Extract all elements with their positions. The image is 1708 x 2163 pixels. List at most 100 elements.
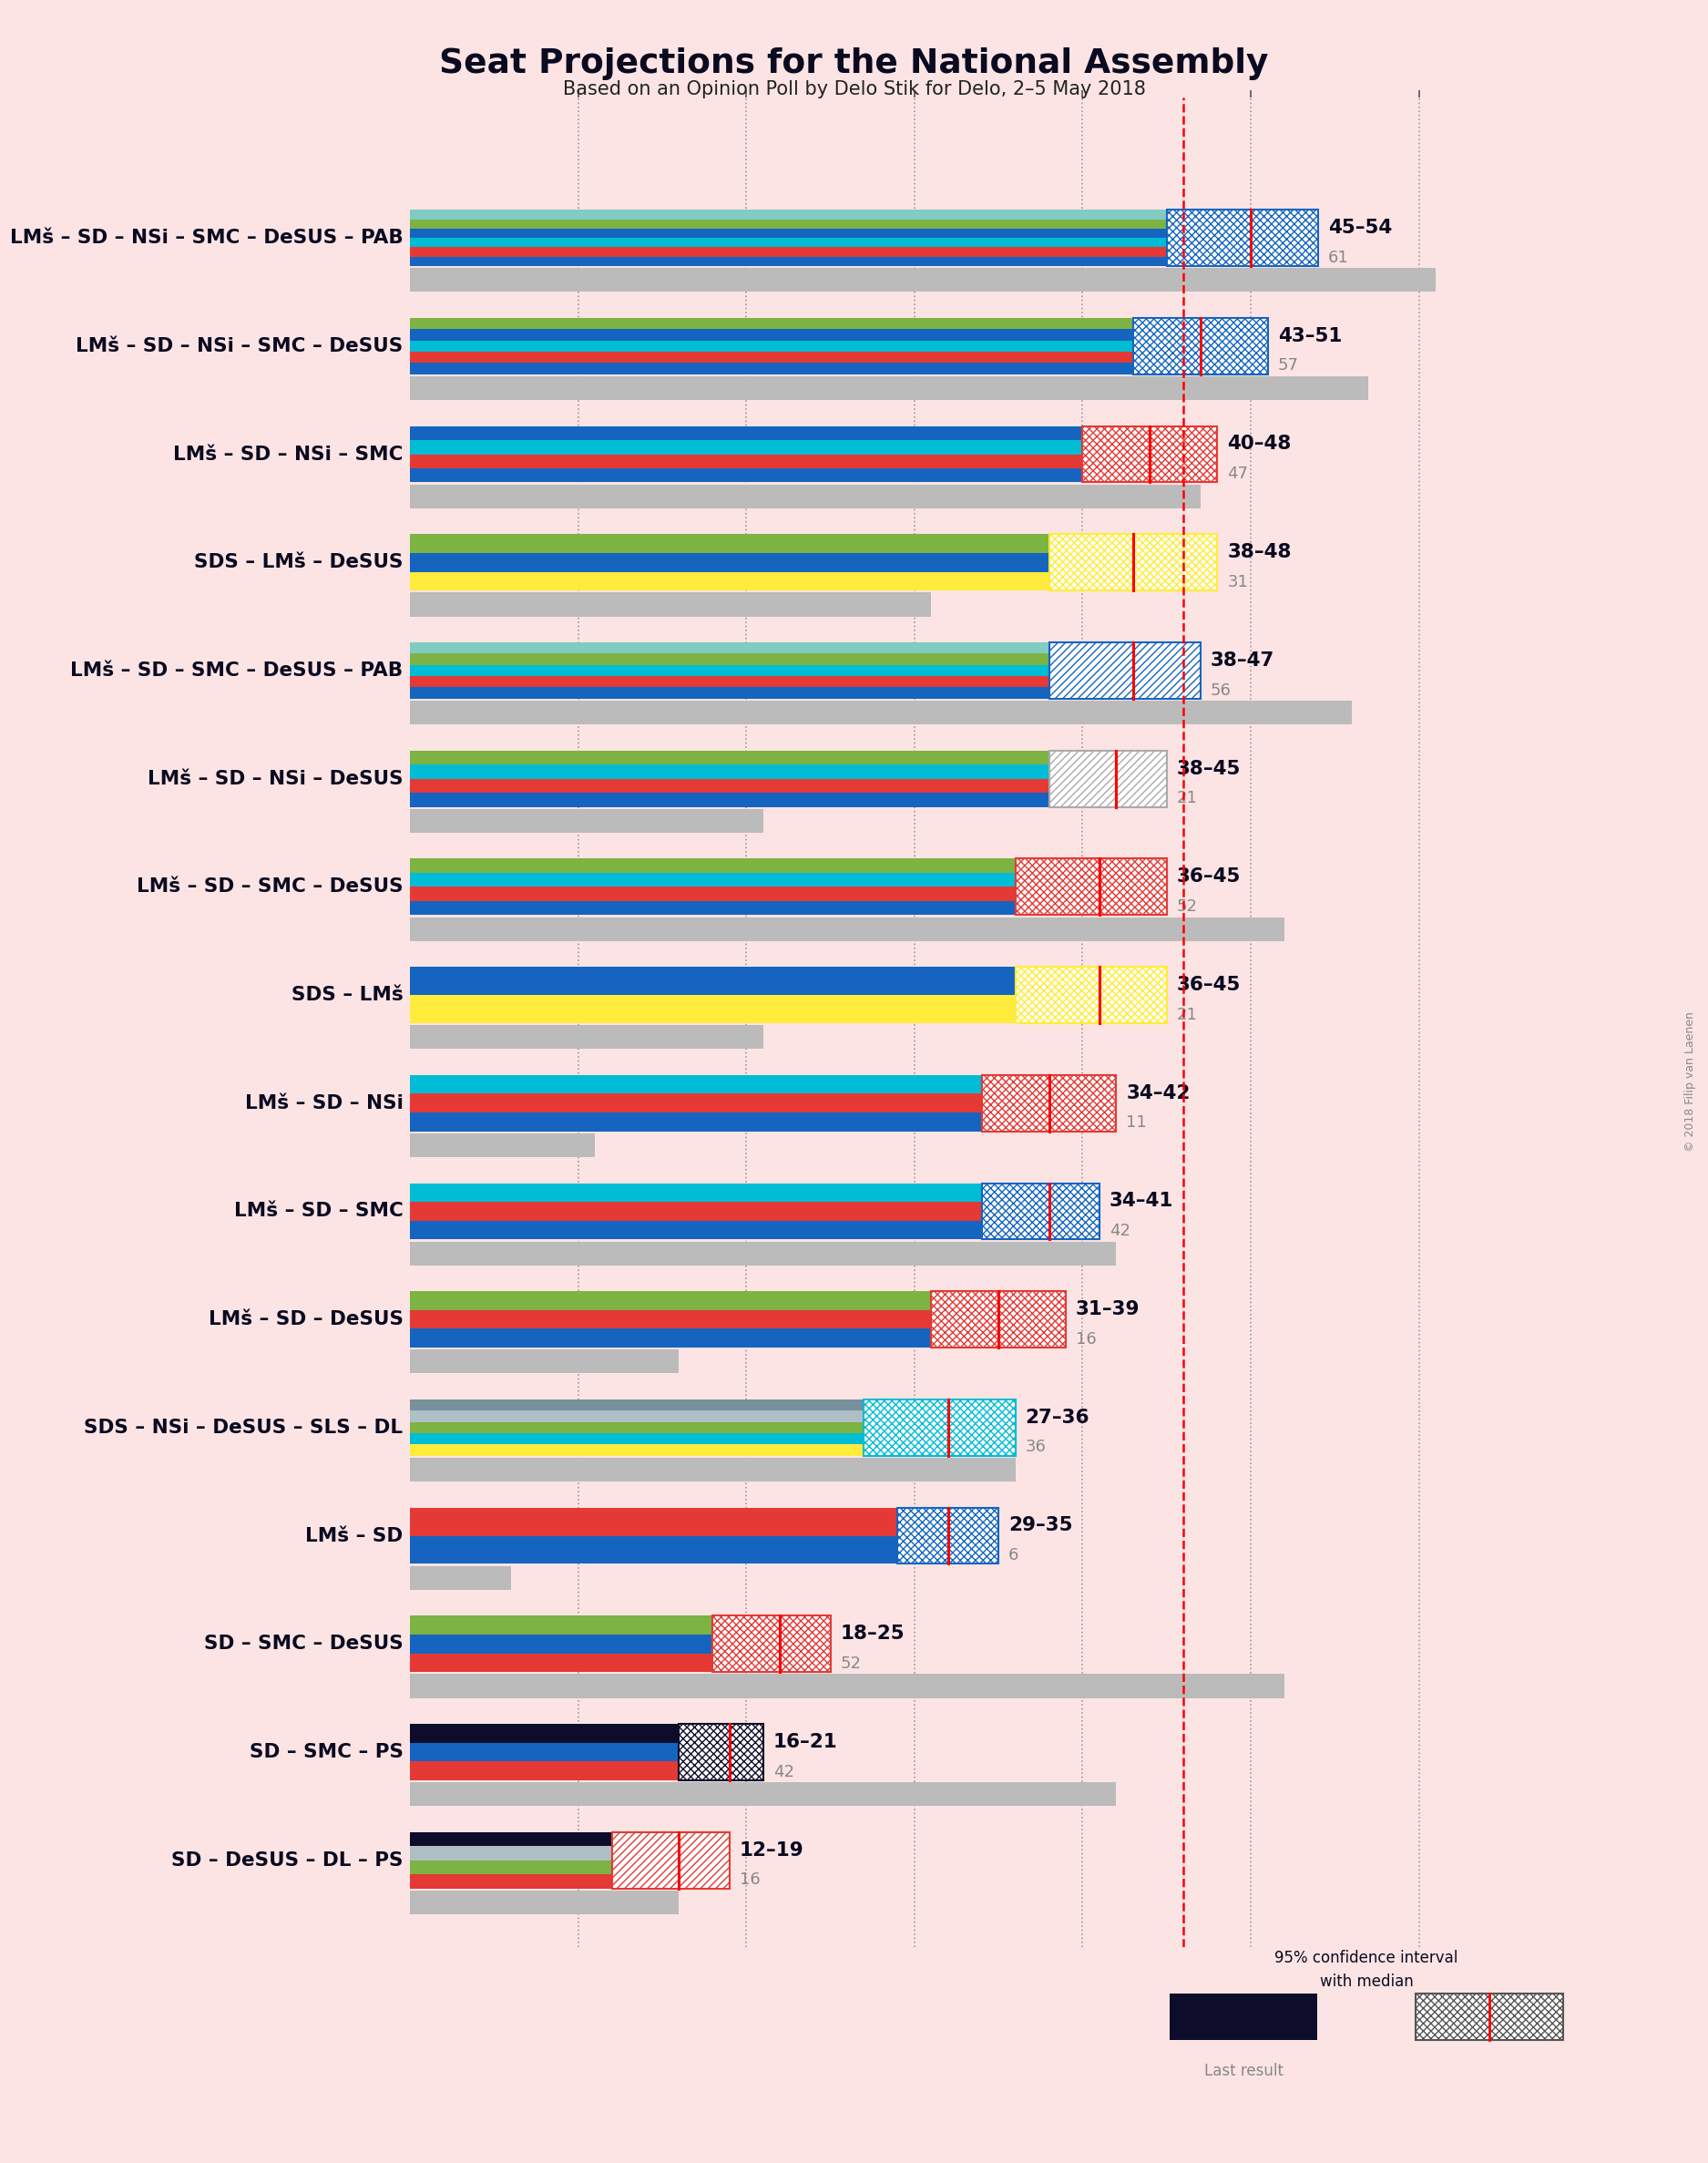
Text: 6: 6: [1009, 1547, 1020, 1564]
Bar: [410, 1653, 712, 1672]
Bar: [410, 1445, 864, 1456]
Text: 38–48: 38–48: [1228, 543, 1291, 562]
Bar: [410, 1873, 611, 1888]
Bar: [1049, 534, 1218, 590]
Bar: [410, 677, 1049, 688]
Bar: [1132, 318, 1267, 374]
Bar: [410, 441, 1083, 454]
Bar: [410, 210, 1167, 218]
Text: 61: 61: [1329, 249, 1349, 266]
Bar: [1015, 859, 1167, 915]
Bar: [410, 1536, 898, 1564]
Text: SD – SMC – DeSUS: SD – SMC – DeSUS: [203, 1635, 403, 1653]
Bar: [1049, 642, 1201, 699]
Text: 38–47: 38–47: [1211, 651, 1274, 671]
Bar: [1049, 751, 1167, 807]
Bar: [1015, 967, 1167, 1023]
Bar: [1049, 642, 1201, 699]
Bar: [982, 1183, 1100, 1239]
Text: 57: 57: [1278, 357, 1298, 374]
Text: 42: 42: [1110, 1222, 1131, 1239]
Bar: [1083, 426, 1218, 482]
Bar: [410, 554, 1049, 571]
Bar: [410, 1112, 982, 1131]
Bar: [410, 1782, 1117, 1806]
Text: Based on an Opinion Poll by Delo Stik for Delo, 2–5 May 2018: Based on an Opinion Poll by Delo Stik fo…: [562, 80, 1146, 97]
Bar: [1416, 1994, 1563, 2040]
Bar: [410, 1350, 680, 1374]
Bar: [1167, 210, 1319, 266]
Bar: [410, 900, 1015, 915]
Bar: [898, 1508, 999, 1564]
Bar: [410, 1860, 611, 1873]
Bar: [410, 766, 1049, 779]
Bar: [1049, 534, 1218, 590]
Bar: [410, 376, 1368, 400]
Bar: [410, 794, 1049, 807]
Text: 12–19: 12–19: [740, 1841, 804, 1860]
Text: 47: 47: [1228, 465, 1249, 482]
Bar: [410, 426, 1083, 441]
Bar: [410, 874, 1015, 887]
Bar: [410, 1508, 898, 1536]
Bar: [680, 1724, 763, 1780]
Text: 38–45: 38–45: [1177, 759, 1242, 779]
Bar: [410, 967, 1015, 995]
Text: 16: 16: [740, 1871, 760, 1888]
Bar: [611, 1832, 729, 1888]
Text: SDS – LMš: SDS – LMš: [292, 986, 403, 1004]
Bar: [410, 1183, 982, 1203]
Text: 31–39: 31–39: [1076, 1300, 1141, 1319]
Bar: [410, 664, 1049, 677]
Text: 21: 21: [1177, 789, 1197, 807]
Bar: [410, 653, 1049, 664]
Bar: [410, 642, 1049, 653]
Bar: [410, 1724, 680, 1743]
Bar: [410, 1399, 864, 1410]
Text: 40–48: 40–48: [1228, 435, 1291, 454]
Bar: [410, 257, 1167, 266]
Text: 42: 42: [774, 1763, 794, 1780]
Bar: [410, 1094, 982, 1112]
Text: LMš – SD – SMC: LMš – SD – SMC: [234, 1203, 403, 1220]
Text: 11: 11: [1126, 1114, 1148, 1131]
Text: LMš – SD – SMC – DeSUS – PAB: LMš – SD – SMC – DeSUS – PAB: [70, 662, 403, 679]
Text: 43–51: 43–51: [1278, 327, 1342, 346]
Bar: [410, 1761, 680, 1780]
Bar: [1015, 859, 1167, 915]
Bar: [410, 247, 1167, 257]
Bar: [410, 571, 1049, 590]
Text: © 2018 Filip van Laenen: © 2018 Filip van Laenen: [1684, 1012, 1696, 1151]
Text: 52: 52: [840, 1655, 861, 1672]
Bar: [410, 1311, 931, 1328]
Bar: [410, 363, 1132, 374]
Bar: [410, 1566, 511, 1590]
Bar: [410, 809, 763, 833]
Text: SD – SMC – PS: SD – SMC – PS: [249, 1743, 403, 1761]
Text: LMš – SD – DeSUS: LMš – SD – DeSUS: [208, 1311, 403, 1328]
Bar: [982, 1075, 1117, 1131]
Bar: [1015, 859, 1167, 915]
Bar: [1049, 751, 1167, 807]
Text: LMš – SD – NSi – SMC: LMš – SD – NSi – SMC: [173, 446, 403, 463]
Bar: [1049, 642, 1201, 699]
Text: 21: 21: [1177, 1006, 1197, 1023]
Bar: [410, 229, 1167, 238]
Bar: [1167, 210, 1319, 266]
Bar: [410, 268, 1436, 292]
Text: SDS – LMš – DeSUS: SDS – LMš – DeSUS: [195, 554, 403, 571]
Text: 31: 31: [1228, 573, 1249, 590]
Text: with median: with median: [1320, 1973, 1413, 1990]
Bar: [898, 1508, 999, 1564]
Bar: [410, 218, 1167, 229]
Bar: [898, 1508, 999, 1564]
Bar: [712, 1616, 830, 1672]
Text: LMš – SD – NSi – SMC – DeSUS: LMš – SD – NSi – SMC – DeSUS: [75, 337, 403, 355]
Bar: [410, 917, 1284, 941]
Bar: [864, 1399, 1015, 1456]
Bar: [410, 454, 1083, 469]
Bar: [410, 1674, 1284, 1698]
Bar: [1170, 1994, 1317, 2040]
Bar: [410, 1075, 982, 1094]
Bar: [410, 1847, 611, 1860]
